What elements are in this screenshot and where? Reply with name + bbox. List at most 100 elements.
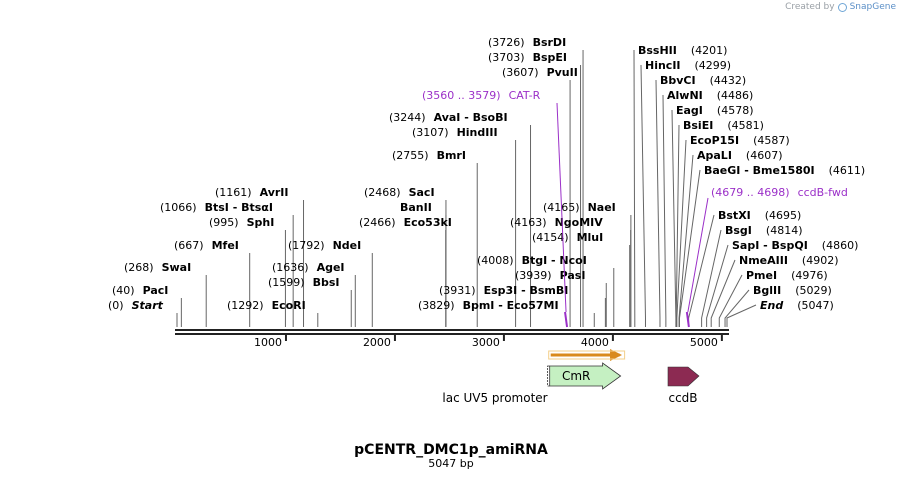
- svg-text:ApaLI(4607): ApaLI (4607): [697, 149, 783, 162]
- enzyme-name: BglII: [753, 284, 781, 297]
- enzyme-site-eco53ki: (2466) Eco53kI: [359, 216, 452, 229]
- svg-text:(3560 .. 3579)CAT-R: (3560 .. 3579) CAT-R: [422, 89, 541, 102]
- gene-arrow: [549, 362, 622, 390]
- enzyme-position: (2466): [359, 216, 396, 229]
- enzyme-name: HindIII: [457, 126, 498, 139]
- tick-label-4000: 4000: [581, 336, 609, 349]
- credit-brand: SnapGene: [849, 2, 896, 12]
- enzyme-site-bglii: BglII (5029): [753, 284, 832, 297]
- enzyme-site-avai-bsobi: (3244) AvaI - BsoBI: [389, 111, 508, 124]
- enzyme-site-btsi-bts-i: (1066) BtsI - BtsαI: [160, 201, 273, 214]
- enzyme-position: (2468): [364, 186, 401, 199]
- enzyme-site-mlui: (4154) MluI: [532, 231, 603, 244]
- enzyme-name: BpmI - Eco57MI: [463, 299, 559, 312]
- enzyme-name: SacI: [409, 186, 435, 199]
- enzyme-name: BsrDI: [533, 36, 567, 49]
- enzyme-position: (4163): [510, 216, 547, 229]
- enzyme-connector-baegi-bme1580i: [678, 169, 701, 327]
- svg-text:(2466)Eco53kI: (2466) Eco53kI: [359, 216, 452, 229]
- enzyme-name: AgeI: [317, 261, 345, 274]
- enzyme-site-bstxi: BstXI (4695): [718, 209, 801, 222]
- enzyme-site-baegi-bme1580i: BaeGI - Bme1580I (4611): [704, 164, 865, 177]
- enzyme-name: Eco53kI: [404, 216, 452, 229]
- svg-text:(1636)AgeI: (1636) AgeI: [272, 261, 345, 274]
- svg-text:HincII(4299): HincII (4299): [645, 59, 731, 72]
- gene-arrow: [667, 366, 700, 387]
- enzyme-name: BbsI: [313, 276, 340, 289]
- svg-text:(4679 .. 4698)ccdB-fwd: (4679 .. 4698) ccdB-fwd: [711, 186, 848, 199]
- svg-text:(3107)HindIII: (3107) HindIII: [412, 126, 498, 139]
- enzyme-position: (4607): [746, 149, 783, 162]
- enzyme-position: (3244): [389, 111, 426, 124]
- enzyme-position: (4486): [717, 89, 754, 102]
- enzyme-lines: [176, 49, 757, 327]
- enzyme-connector-sapi-bspqi: [706, 244, 729, 327]
- feature-ccdb: ccdB: [667, 366, 700, 405]
- enzyme-position: (4587): [753, 134, 790, 147]
- enzyme-connector-bsshii: [633, 49, 636, 327]
- enzyme-position: (2755): [392, 149, 429, 162]
- backbone: [175, 329, 729, 335]
- svg-text:BstXI(4695): BstXI (4695): [718, 209, 801, 222]
- enzyme-name: NaeI: [588, 201, 616, 214]
- primer-range: (3560 .. 3579): [422, 89, 501, 102]
- enzyme-site-naei: (4165) NaeI: [543, 201, 616, 214]
- enzyme-name: NgoMIV: [555, 216, 604, 229]
- enzyme-name: EcoP15I: [690, 134, 739, 147]
- enzyme-name: Esp3I - BsmBI: [484, 284, 569, 297]
- enzyme-site-agei: (1636) AgeI: [272, 261, 345, 274]
- enzyme-connector-bbvci: [655, 79, 661, 327]
- enzyme-name: BbvCI: [660, 74, 696, 87]
- enzyme-name: AvrII: [260, 186, 289, 199]
- enzyme-site-start: (0) Start: [108, 299, 164, 312]
- enzyme-name: BstXI: [718, 209, 751, 222]
- enzyme-site-bpmi-eco57mi: (3829) BpmI - Eco57MI: [418, 299, 559, 312]
- enzyme-name: BspEI: [533, 51, 567, 64]
- tick-label-5000: 5000: [690, 336, 718, 349]
- svg-text:EcoP15I(4587): EcoP15I (4587): [690, 134, 790, 147]
- svg-text:(40)PacI: (40) PacI: [112, 284, 168, 297]
- enzyme-position: (3726): [488, 36, 525, 49]
- enzyme-connector-alwni: [662, 94, 667, 327]
- enzyme-position: (3829): [418, 299, 455, 312]
- enzyme-position: (4154): [532, 231, 569, 244]
- svg-text:BssHII(4201): BssHII (4201): [638, 44, 727, 57]
- svg-text:(4165)NaeI: (4165) NaeI: [543, 201, 616, 214]
- svg-text:End(5047): End (5047): [760, 299, 834, 312]
- enzyme-position: (4578): [717, 104, 754, 117]
- enzyme-name: BsiEI: [683, 119, 713, 132]
- enzyme-name: SwaI: [162, 261, 192, 274]
- enzyme-name: NmeAIII: [739, 254, 788, 267]
- enzyme-name: AvaI - BsoBI: [434, 111, 508, 124]
- enzyme-name: BmrI: [437, 149, 466, 162]
- svg-text:PmeI(4976): PmeI (4976): [746, 269, 828, 282]
- primer-binding-mark: [685, 311, 690, 328]
- enzyme-site-hincii: HincII (4299): [645, 59, 731, 72]
- enzyme-site-nmeaiii: NmeAIII (4902): [739, 254, 839, 267]
- primer-connector: [556, 102, 567, 313]
- enzyme-position: (5029): [795, 284, 832, 297]
- enzyme-position: (3607): [502, 66, 539, 79]
- enzyme-position: (4299): [695, 59, 732, 72]
- enzyme-position: (4008): [477, 254, 514, 267]
- feature-label: ccdB: [668, 391, 697, 405]
- enzyme-connector-bsgi: [701, 229, 722, 327]
- enzyme-site-pvuii: (3607) PvuII: [502, 66, 578, 79]
- svg-text:(4163)NgoMIV: (4163) NgoMIV: [510, 216, 603, 229]
- enzyme-site-esp3i-bsmbi: (3931) Esp3I - BsmBI: [439, 284, 568, 297]
- svg-text:NmeAIII(4902): NmeAIII (4902): [739, 254, 839, 267]
- enzyme-site-eagi: EagI (4578): [676, 104, 753, 117]
- enzyme-name: PacI: [143, 284, 169, 297]
- enzyme-position: (667): [174, 239, 204, 252]
- svg-text:(0)Start: (0) Start: [108, 299, 164, 312]
- enzyme-connector-bglii: [724, 289, 750, 327]
- credit-prefix: Created by: [785, 2, 835, 12]
- enzyme-name: MfeI: [212, 239, 239, 252]
- primer-ccdb-fwd: (4679 .. 4698) ccdB-fwd: [685, 186, 848, 328]
- tick-label-1000: 1000: [254, 336, 282, 349]
- snapgene-logo-icon: [837, 2, 847, 12]
- enzyme-site-bsiei: BsiEI (4581): [683, 119, 764, 132]
- enzyme-site-sphi: (995) SphI: [209, 216, 274, 229]
- svg-text:(2468)SacI: (2468) SacI: [364, 186, 435, 199]
- enzyme-site-saci: (2468) SacI: [364, 186, 435, 199]
